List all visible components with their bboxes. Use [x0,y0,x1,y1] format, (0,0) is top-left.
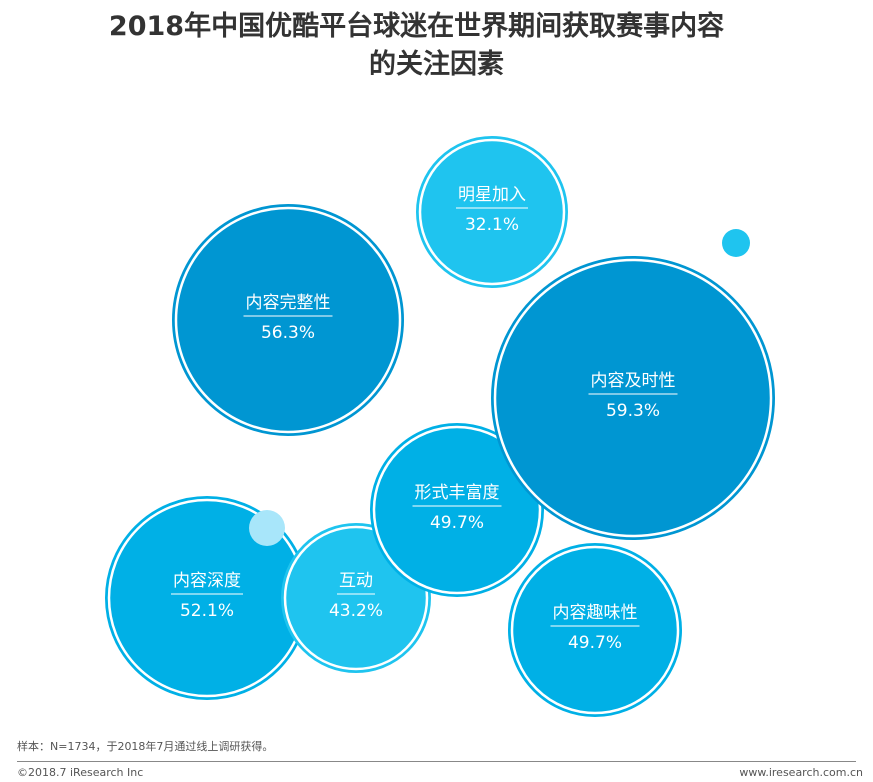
bubble-label: 内容及时性 [591,371,676,391]
bubble-value: 49.7% [568,633,622,653]
bubble-circle [418,138,566,286]
decor-dot [249,510,285,546]
sample-note: 样本：N=1734，于2018年7月通过线上调研获得。 [17,740,274,753]
decor-dot [722,229,750,257]
bubble: 明星加入 32.1% [416,136,568,288]
bubble-circle [493,258,773,538]
bubble-label: 互动 [339,571,373,591]
bubble-value: 52.1% [180,601,234,621]
bubble: 形式丰富度 49.7% [370,423,544,597]
bubble-label: 明星加入 [458,185,526,205]
bubble-value: 56.3% [261,323,315,343]
bubble-value: 32.1% [465,215,519,235]
bubble-value: 59.3% [606,401,660,421]
bubble: 内容完整性 56.3% [172,204,404,436]
bubble-circle [372,425,542,595]
bubble-value: 49.7% [430,513,484,533]
bubble-circle [510,545,680,715]
bubble-label: 内容深度 [173,571,241,591]
title-line-2: 的关注因素 [369,49,504,80]
bubble-circle [174,206,402,434]
website: www.iresearch.com.cn [739,766,863,779]
title-line-1: 2018年中国优酷平台球迷在世界期间获取赛事内容 [108,11,725,42]
bubble-label: 内容趣味性 [553,603,638,623]
copyright: ©2018.7 iResearch Inc [17,766,144,779]
chart-title: 2018年中国优酷平台球迷在世界期间获取赛事内容 的关注因素 [0,8,873,84]
bubble-label: 形式丰富度 [415,483,500,503]
bubble: 内容及时性 59.3% [491,256,775,540]
bubble-value: 43.2% [329,601,383,621]
bubble: 内容趣味性 49.7% [508,543,682,717]
bubble-label: 内容完整性 [246,293,331,313]
footer-divider [17,761,856,762]
